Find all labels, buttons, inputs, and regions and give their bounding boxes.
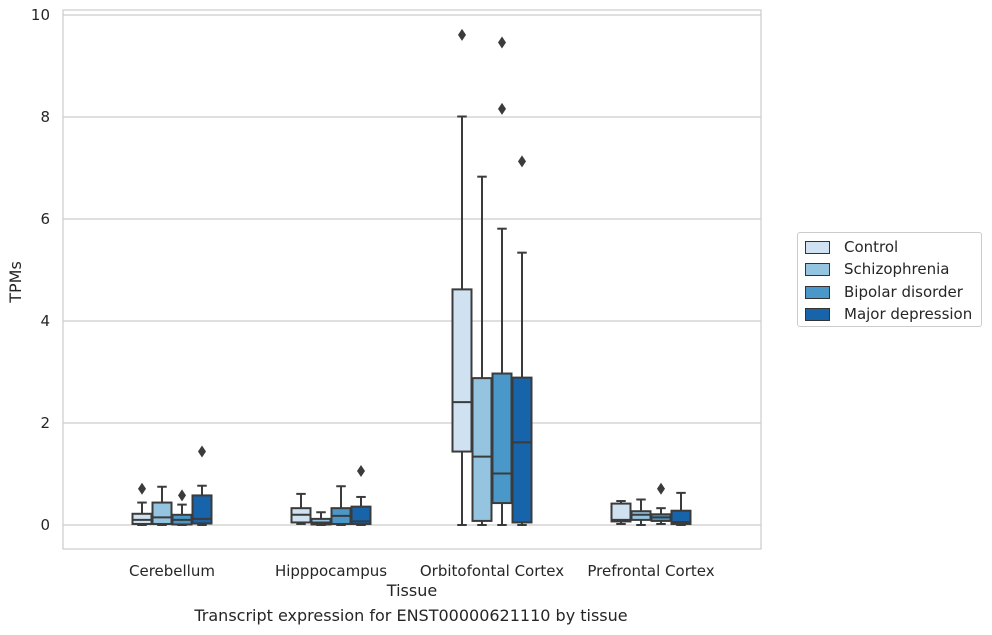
box-groups — [131, 28, 692, 526]
legend-item-schizophrenia: Schizophrenia — [805, 258, 949, 280]
box-4-2 — [350, 464, 372, 526]
iqr-box — [350, 505, 372, 525]
iqr-box — [191, 494, 213, 525]
box-4-1 — [191, 445, 213, 526]
y-tick-label: 8 — [40, 108, 50, 126]
x-tick-label: Hipppocampus — [275, 562, 387, 580]
plot-frame — [62, 9, 762, 550]
iqr-box — [491, 372, 513, 505]
x-tick-label: Orbitofontal Cortex — [420, 562, 564, 580]
outlier-point — [138, 482, 146, 495]
iqr-box — [131, 512, 153, 525]
legend-label: Control — [844, 238, 899, 256]
figure-caption: Transcript expression for ENST0000062111… — [194, 606, 628, 625]
box-4-3 — [511, 155, 533, 526]
box-2-2 — [310, 511, 332, 526]
x-tick-label: Prefrontal Cortex — [587, 562, 714, 580]
legend-swatch-schizophrenia — [805, 262, 830, 276]
box-2-4 — [630, 498, 652, 526]
legend-item-bipolar-disorder: Bipolar disorder — [805, 281, 963, 303]
outlier-point — [498, 102, 506, 115]
outlier-point — [498, 36, 506, 49]
y-tick-label: 4 — [40, 312, 50, 330]
y-tick-label: 6 — [40, 210, 50, 228]
legend-label: Schizophrenia — [844, 260, 950, 278]
box-4-4 — [670, 491, 692, 526]
y-tick-label: 2 — [40, 414, 50, 432]
legend-swatch-bipolar-disorder — [805, 285, 830, 299]
box-1-4 — [610, 500, 632, 525]
x-tick-labels: Cerebellum Hipppocampus Orbitofontal Corte… — [129, 562, 715, 580]
outlier-point — [518, 155, 526, 168]
y-tick-label: 0 — [40, 516, 50, 534]
outlier-point — [657, 482, 665, 495]
legend-label: Major depression — [844, 305, 973, 323]
box-2-1 — [151, 485, 173, 526]
x-tick-label: Cerebellum — [129, 562, 215, 580]
iqr-box — [670, 509, 692, 525]
iqr-box — [151, 501, 173, 525]
legend-item-control: Control — [805, 236, 898, 258]
y-tick-labels: 0 2 4 6 8 10 — [31, 6, 50, 534]
iqr-box — [471, 377, 493, 522]
y-axis-label: TPMs — [6, 261, 25, 304]
outlier-point — [357, 464, 365, 477]
plot-area — [63, 10, 761, 549]
iqr-box — [451, 288, 473, 453]
box-3-2 — [330, 485, 352, 526]
iqr-box — [511, 376, 533, 524]
box-3-4 — [650, 482, 672, 525]
y-tick-label: 10 — [31, 6, 50, 24]
legend-item-major-depression: Major depression — [805, 303, 972, 325]
legend-swatch-major-depression — [805, 307, 830, 321]
legend-label: Bipolar disorder — [844, 283, 963, 301]
legend-swatch-control — [805, 240, 830, 254]
box-1-2 — [290, 492, 312, 525]
box-1-3 — [451, 28, 473, 526]
outlier-point — [178, 489, 186, 502]
outlier-point — [458, 28, 466, 41]
x-axis-label: Tissue — [386, 581, 437, 600]
outlier-point — [198, 445, 206, 458]
legend: Control Schizophrenia Bipolar disorder M… — [797, 232, 982, 327]
iqr-box — [610, 502, 632, 523]
